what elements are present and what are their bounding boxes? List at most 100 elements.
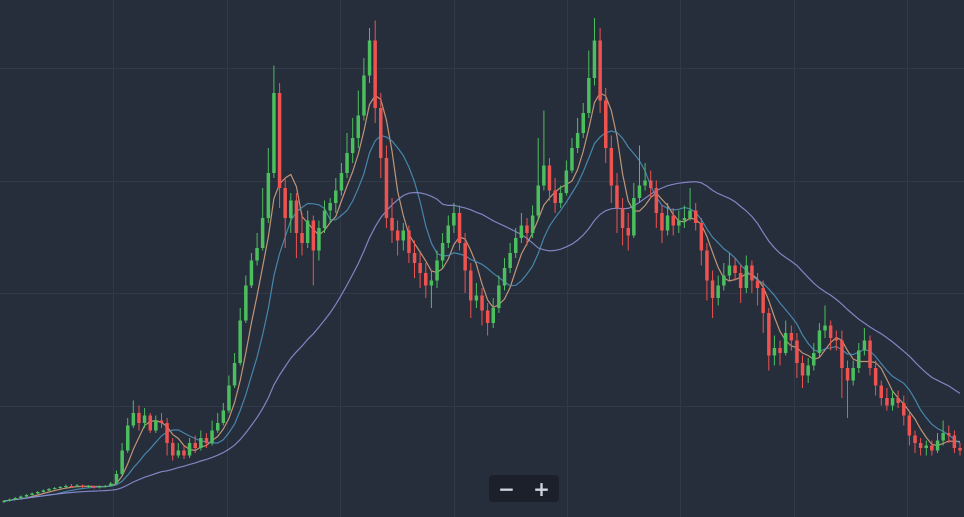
candle-body	[142, 415, 147, 423]
candle	[137, 405, 141, 431]
candle	[514, 228, 518, 258]
candle	[334, 178, 338, 213]
candle	[952, 430, 957, 453]
candle-body	[514, 238, 518, 253]
candle	[744, 255, 749, 293]
candle-body	[935, 440, 940, 451]
candle-body	[671, 215, 675, 226]
candle	[199, 430, 203, 451]
candle-body	[800, 363, 805, 376]
candle-body	[379, 108, 383, 158]
candle	[193, 435, 197, 453]
candle	[615, 173, 619, 233]
candle	[255, 233, 259, 266]
candle	[24, 494, 29, 497]
candle-body	[92, 486, 96, 488]
candle	[232, 353, 237, 388]
candle	[682, 205, 687, 228]
candle-body	[750, 265, 754, 281]
candle	[502, 258, 507, 291]
candle-body	[812, 353, 816, 366]
candle	[710, 270, 715, 318]
candle-body	[705, 250, 709, 281]
candle-body	[97, 486, 102, 488]
candle	[783, 320, 788, 356]
candle	[412, 240, 417, 278]
zoom-controls: − +	[489, 475, 559, 502]
candle	[845, 360, 850, 418]
candle	[52, 487, 57, 490]
candle	[429, 270, 434, 308]
candle	[221, 403, 226, 426]
zoom-in-button[interactable]: +	[533, 476, 550, 501]
candle-body	[795, 340, 799, 363]
candle-body	[345, 153, 349, 173]
candle	[19, 495, 23, 499]
candle-body	[694, 210, 698, 223]
candle-body	[289, 200, 293, 218]
candle	[649, 170, 653, 198]
candle	[75, 484, 79, 487]
candle	[935, 433, 940, 453]
candle-body	[767, 313, 771, 356]
candle-body	[710, 280, 715, 298]
candle-body	[7, 499, 12, 501]
candle-body	[384, 158, 389, 218]
candle	[457, 205, 462, 251]
candle-body	[553, 190, 557, 203]
candle-body	[649, 180, 653, 188]
candle-body	[36, 492, 40, 494]
candle-body	[300, 233, 304, 243]
zoom-out-button[interactable]: −	[498, 476, 515, 501]
candle-body	[615, 185, 619, 208]
candle-body	[896, 398, 900, 403]
candle	[834, 330, 838, 351]
candle-body	[778, 348, 782, 353]
candle	[828, 320, 833, 351]
candle-body	[564, 170, 569, 193]
candle-body	[581, 113, 585, 133]
candle-body	[2, 501, 6, 502]
candle	[373, 20, 377, 123]
candle	[131, 400, 136, 428]
candle	[694, 203, 698, 231]
candle-body	[834, 338, 838, 341]
candle-body	[559, 193, 563, 203]
candle-body	[255, 248, 259, 261]
candle-body	[328, 203, 332, 211]
candle	[772, 335, 777, 366]
candle-body	[716, 285, 720, 298]
candle	[159, 413, 164, 428]
candle	[930, 440, 934, 456]
candle-body	[660, 213, 664, 231]
candle-body	[137, 413, 141, 423]
candle-body	[727, 265, 732, 276]
candle	[384, 145, 389, 228]
candle	[918, 438, 923, 456]
candle	[142, 408, 147, 428]
candle-body	[435, 260, 439, 281]
candle-body	[941, 433, 945, 441]
candle-body	[131, 413, 136, 426]
candle	[778, 340, 782, 366]
candle	[497, 275, 501, 313]
candle-body	[193, 443, 197, 448]
candle	[47, 488, 51, 491]
candle-body	[485, 310, 490, 323]
candle	[339, 163, 344, 196]
candle-body	[294, 200, 299, 233]
candle	[885, 388, 889, 411]
candle	[800, 355, 805, 388]
candle-body	[508, 253, 512, 268]
candle	[851, 360, 855, 386]
candle-body	[317, 228, 321, 251]
candle-body	[598, 40, 602, 101]
candle-body	[469, 270, 473, 301]
candle	[69, 484, 74, 488]
candle	[553, 178, 557, 213]
candle-body	[502, 268, 507, 286]
candle	[2, 500, 6, 503]
candle-body	[227, 385, 231, 411]
